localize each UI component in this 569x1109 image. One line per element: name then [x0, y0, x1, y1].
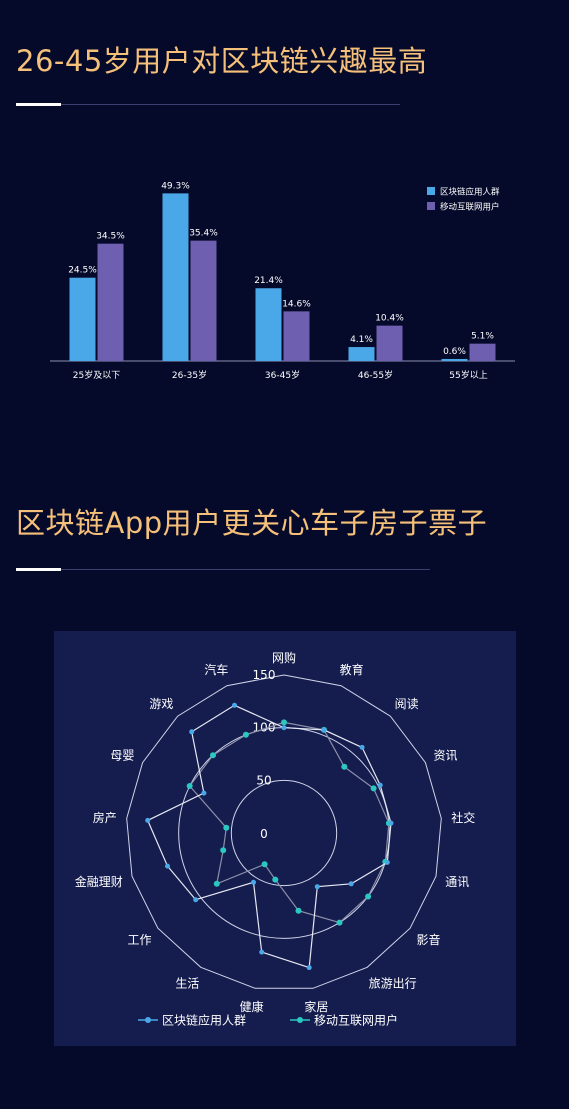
radar-point-blockchain: [377, 782, 383, 788]
radar-category-label: 汽车: [204, 662, 228, 677]
radar-point-blockchain: [145, 817, 151, 823]
legend-swatch: [427, 202, 435, 210]
radar-outer-grid: [126, 674, 442, 989]
radar-category-label: 母婴: [110, 749, 134, 763]
radar-point-mobile: [370, 785, 377, 792]
bar-mobile: [469, 343, 496, 361]
radar-category-label: 工作: [128, 933, 152, 947]
bar-data-label: 14.6%: [282, 299, 311, 309]
title-divider-line: [16, 104, 400, 105]
x-tick-label: 26-35岁: [172, 369, 207, 381]
radial-tick-label: 0: [260, 827, 268, 841]
radar-point-blockchain: [201, 790, 207, 796]
bar-blockchain: [69, 277, 96, 361]
radar-category-label: 网购: [272, 650, 296, 665]
bar-data-label: 5.1%: [471, 332, 494, 342]
radar-chart-panel: 0 50 100 150 网购 教育 阅读 资讯 社交 通讯 影音 旅游出行 家居 健康 生活 工作 金融理财房…: [54, 631, 516, 1046]
radar-category-label: 旅游出行: [369, 977, 417, 991]
legend-label: 区块链应用人群: [440, 187, 500, 198]
radar-point-blockchain: [259, 949, 265, 955]
radar-category-label: 家居: [304, 999, 328, 1014]
radar-point-blockchain: [232, 702, 237, 708]
bar-blockchain: [162, 193, 189, 361]
radar-point-mobile: [336, 919, 343, 926]
radar-category-label: 教育: [340, 662, 364, 677]
x-tick-label: 55岁以上: [449, 369, 487, 381]
bar-mobile: [283, 311, 310, 361]
radar-point-mobile: [281, 719, 287, 726]
bar-data-label: 24.5%: [68, 266, 97, 276]
radar-point-blockchain: [321, 727, 327, 733]
radar-point-blockchain: [388, 820, 394, 826]
radar-category-label: 社交: [451, 810, 475, 825]
radar-point-mobile: [220, 847, 227, 854]
x-tick-label: 25岁及以下: [73, 369, 120, 381]
bar-chart-section-title: 26-45岁用户对区块链兴趣最高: [16, 44, 428, 78]
radar-category-label: 通讯: [445, 875, 469, 889]
bar-data-label: 4.1%: [350, 335, 373, 345]
radar-point-mobile: [223, 824, 230, 831]
radar-series-line-mobile: [188, 721, 390, 924]
radar-category-label: 房产: [93, 810, 117, 825]
legend-label: 移动互联网用户: [314, 1013, 398, 1028]
radar-category-label: 生活: [175, 977, 199, 991]
radar-point-blockchain: [348, 881, 354, 887]
bar-data-label: 49.3%: [161, 181, 190, 191]
bar-data-label: 34.5%: [96, 232, 125, 242]
interest-radar-chart: 050100150网购教育阅读资讯社交通讯影音旅游出行家居健康生活工作金融理财房…: [75, 650, 476, 1028]
legend-marker: [297, 1017, 303, 1023]
radial-tick-label: 50: [256, 773, 271, 787]
x-tick-label: 36-45岁: [265, 369, 300, 381]
radar-point-blockchain: [281, 725, 287, 731]
radar-series-line-blockchain: [146, 704, 392, 969]
radar-point-blockchain: [251, 879, 256, 885]
bar-data-label: 0.6%: [443, 347, 466, 357]
age-bar-chart: 24.5% 34.5% 25岁及以下 49.3% 35.4% 26-35岁 21.4% 14.…: [50, 181, 515, 381]
radar-point-mobile: [365, 893, 372, 900]
radar-category-label: 资讯: [434, 749, 458, 763]
radar-point-blockchain: [306, 965, 312, 971]
radar-point-blockchain: [189, 729, 195, 735]
legend-marker: [145, 1017, 151, 1023]
radar-point-mobile: [213, 880, 220, 887]
radar-chart-section-title: 区块链App用户更关心车子房子票子: [16, 506, 488, 540]
x-tick-label: 46-55岁: [358, 369, 393, 381]
bar-blockchain: [441, 358, 468, 361]
bar-data-label: 10.4%: [375, 314, 404, 324]
radar-point-mobile: [341, 763, 348, 770]
title-divider-accent: [16, 103, 61, 106]
bar-mobile: [97, 243, 124, 361]
radar-point-mobile: [186, 783, 193, 789]
radar-category-label: 健康: [240, 999, 264, 1014]
legend-swatch: [427, 187, 435, 195]
bar-data-label: 35.4%: [189, 229, 218, 239]
legend-label: 移动互联网用户: [440, 202, 500, 213]
bar-blockchain: [255, 288, 282, 361]
radar-grid-circle: [230, 779, 338, 887]
radar-point-mobile: [295, 907, 302, 914]
bar-data-label: 21.4%: [254, 276, 283, 286]
radar-category-label: 游戏: [149, 697, 173, 711]
bar-mobile: [190, 240, 217, 361]
bar-mobile: [376, 325, 403, 361]
bar-blockchain: [348, 347, 375, 361]
radar-point-mobile: [210, 752, 216, 759]
radar-category-label: 金融理财: [75, 874, 123, 889]
radar-point-blockchain: [165, 863, 170, 869]
title-divider-accent: [16, 568, 61, 571]
legend-label: 区块链应用人群: [162, 1013, 246, 1028]
radar-point-mobile: [242, 731, 249, 738]
radar-point-blockchain: [384, 859, 390, 865]
radar-point-mobile: [261, 861, 268, 868]
radar-point-blockchain: [314, 884, 320, 890]
radar-point-mobile: [272, 876, 279, 883]
radar-category-label: 影音: [416, 932, 440, 947]
radial-tick-label: 150: [253, 668, 276, 682]
title-divider-line: [16, 569, 430, 570]
radar-category-label: 阅读: [395, 697, 419, 711]
radar-point-blockchain: [193, 897, 199, 903]
radar-point-blockchain: [359, 744, 365, 750]
